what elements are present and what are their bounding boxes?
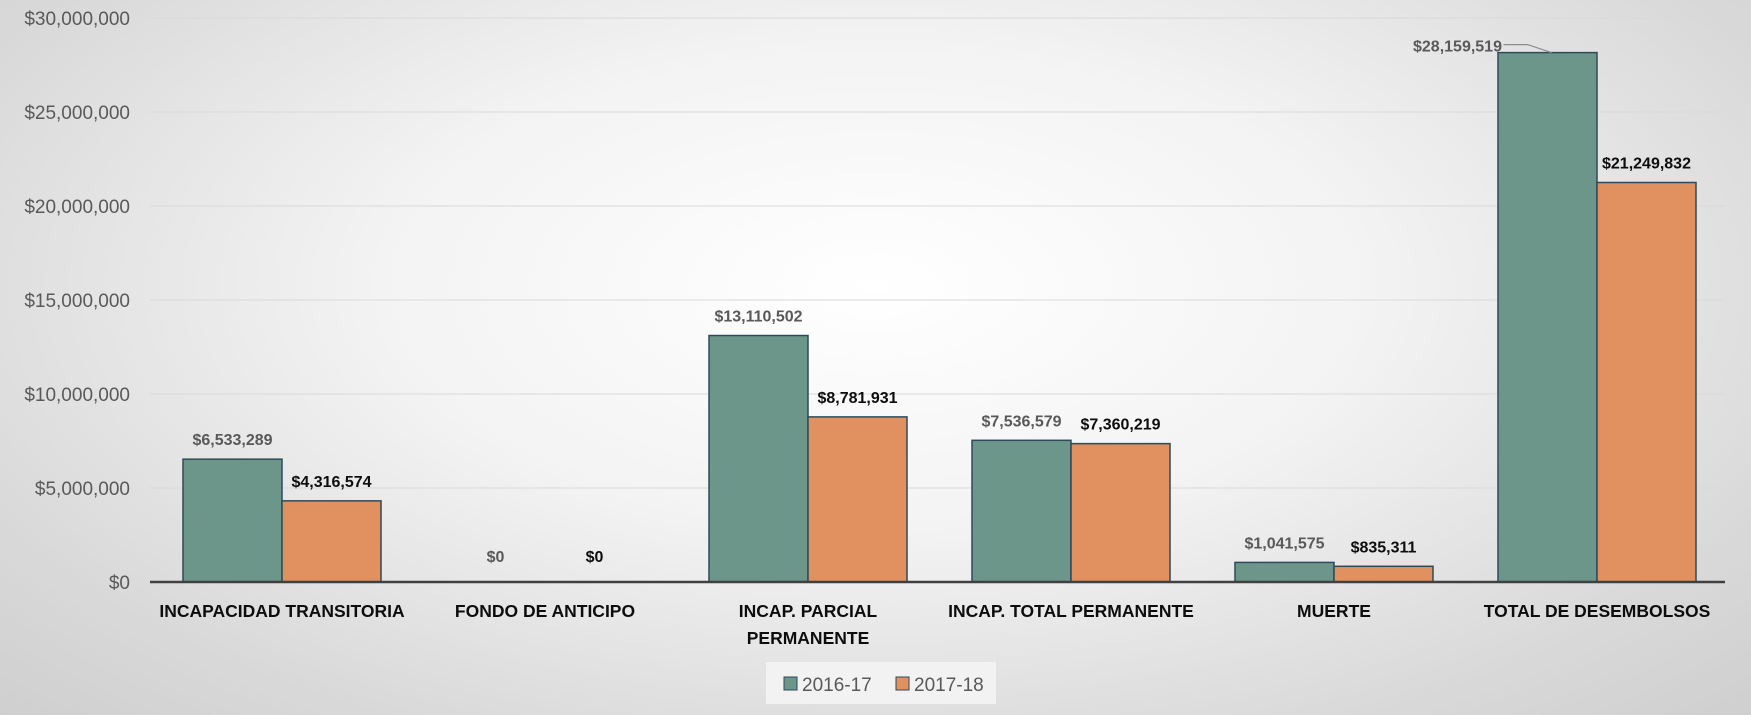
y-tick-label: $15,000,000 xyxy=(24,291,130,312)
y-tick-label: $5,000,000 xyxy=(35,479,130,500)
gridlines xyxy=(150,17,1725,489)
y-axis-tick-labels: $0 $5,000,000 $10,000,000 $15,000,000 $20,00… xyxy=(24,9,130,594)
category-label: MUERTE xyxy=(1297,601,1371,621)
leader-line xyxy=(1503,44,1552,54)
bar-2016-17-2 xyxy=(708,334,809,583)
data-label: $6,533,289 xyxy=(192,432,272,449)
bar-2016-17-0 xyxy=(182,458,283,583)
bar-2017-18-3 xyxy=(1070,442,1171,583)
bar-2016-17-3 xyxy=(971,439,1072,583)
data-label: $13,110,502 xyxy=(714,309,802,326)
data-label: $8,781,931 xyxy=(817,390,897,407)
data-label: $7,360,219 xyxy=(1080,417,1160,434)
data-label: $835,311 xyxy=(1351,539,1417,556)
bar-2017-18-0 xyxy=(281,500,382,583)
bar-2017-18-2 xyxy=(807,416,908,583)
category-label: INCAP. TOTAL PERMANENTE xyxy=(948,601,1194,621)
legend-label: 2016-17 xyxy=(802,675,872,696)
category-label: INCAPACIDAD TRANSITORIA xyxy=(159,601,405,621)
y-tick-label: $20,000,000 xyxy=(24,197,130,218)
data-label: $1,041,575 xyxy=(1244,535,1324,552)
y-tick-label: $30,000,000 xyxy=(24,9,130,30)
legend: 2016-17 2017-18 xyxy=(766,662,996,704)
category-label: INCAP. PARCIAL xyxy=(739,601,878,621)
data-label: $7,536,579 xyxy=(981,413,1061,430)
data-label: $0 xyxy=(487,549,505,566)
legend-swatch-2017-18 xyxy=(895,676,910,691)
data-label: $0 xyxy=(586,549,604,566)
x-axis-category-labels: INCAPACIDAD TRANSITORIA FONDO DE ANTICIPO… xyxy=(159,601,1710,648)
data-label: $21,249,832 xyxy=(1602,156,1691,173)
category-label: FONDO DE ANTICIPO xyxy=(455,601,635,621)
data-label: $28,159,519 xyxy=(1413,39,1502,56)
bar-2017-18-4 xyxy=(1333,565,1434,583)
legend-swatch-2016-17 xyxy=(783,676,798,691)
data-labels: $6,533,289 $4,316,574 $0 $0 $13,110,502 $8,78… xyxy=(192,39,1691,566)
bar-2017-18-5 xyxy=(1596,181,1697,583)
y-tick-label: $25,000,000 xyxy=(24,103,130,124)
legend-box xyxy=(766,662,996,704)
y-tick-label: $0 xyxy=(109,573,130,594)
legend-label: 2017-18 xyxy=(914,675,984,696)
bar-2016-17-5 xyxy=(1497,51,1598,583)
y-tick-label: $10,000,000 xyxy=(24,385,130,406)
bars xyxy=(182,51,1697,583)
category-label: PERMANENTE xyxy=(747,628,870,648)
category-label: TOTAL DE DESEMBOLSOS xyxy=(1484,601,1711,621)
bar-2016-17-4 xyxy=(1234,561,1335,583)
data-label: $4,316,574 xyxy=(291,474,371,491)
